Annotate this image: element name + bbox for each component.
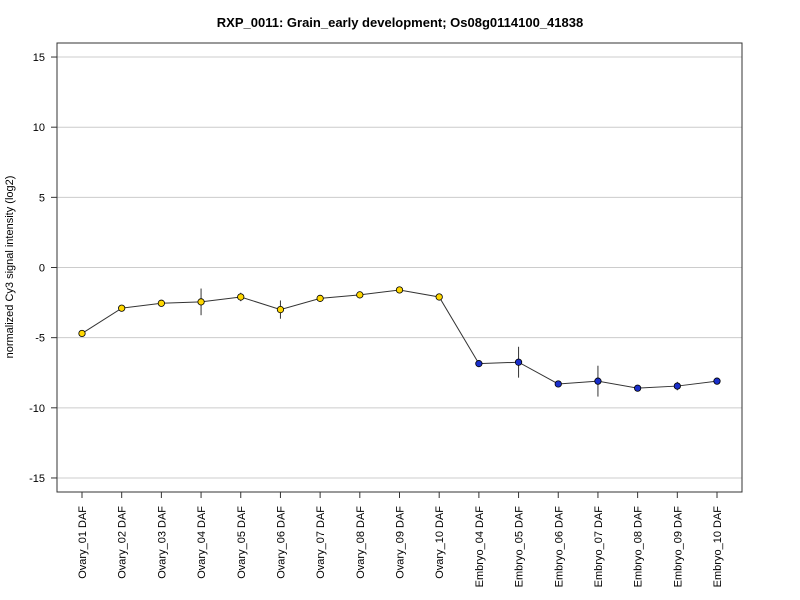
data-point xyxy=(673,382,681,390)
x-tick-label: Ovary_10 DAF xyxy=(434,506,446,579)
x-tick-label: Ovary_01 DAF xyxy=(77,506,89,579)
y-tick-label: 0 xyxy=(39,263,45,275)
data-point xyxy=(713,377,721,385)
y-tick-label: -15 xyxy=(29,473,45,485)
data-points xyxy=(78,286,721,392)
x-axis: Ovary_01 DAF Ovary_02 DAF Ovary_03 DAF Ovar… xyxy=(77,492,724,587)
data-point xyxy=(356,291,364,299)
data-point xyxy=(276,305,285,314)
data-point xyxy=(634,384,642,392)
x-tick-label: Ovary_07 DAF xyxy=(315,506,327,579)
x-tick-label: Embryo_05 DAF xyxy=(514,506,526,588)
y-axis: -15 -10 -5 0 5 10 15 xyxy=(29,52,57,485)
y-tick-label: -10 xyxy=(29,403,45,415)
x-tick-label: Ovary_09 DAF xyxy=(395,506,407,579)
x-tick-label: Embryo_07 DAF xyxy=(593,506,605,588)
x-tick-label: Embryo_08 DAF xyxy=(633,506,645,588)
x-tick-label: Ovary_05 DAF xyxy=(236,506,248,579)
x-tick-label: Embryo_04 DAF xyxy=(474,506,486,588)
data-point xyxy=(197,298,205,306)
x-tick-label: Ovary_08 DAF xyxy=(355,506,367,579)
y-tick-label: -5 xyxy=(35,333,45,345)
data-point xyxy=(78,329,86,338)
y-tick-label: 10 xyxy=(33,122,45,134)
data-point xyxy=(237,293,245,301)
data-point xyxy=(157,299,165,307)
y-axis-label: normalized Cy3 signal intensity (log2) xyxy=(4,176,16,359)
data-point xyxy=(475,360,483,368)
grid-lines xyxy=(57,56,742,479)
x-tick-label: Embryo_06 DAF xyxy=(553,506,565,588)
chart-title: RXP_0011: Grain_early development; Os08g… xyxy=(217,15,583,30)
error-bars xyxy=(81,288,718,397)
data-point xyxy=(554,380,562,388)
x-tick-label: Ovary_02 DAF xyxy=(117,506,129,579)
data-point xyxy=(316,294,324,302)
y-tick-label: 5 xyxy=(39,192,45,204)
series-line xyxy=(81,289,718,389)
x-tick-label: Embryo_09 DAF xyxy=(672,506,684,588)
y-tick-label: 15 xyxy=(33,52,45,64)
data-point xyxy=(594,377,602,385)
data-point xyxy=(435,293,443,301)
x-tick-label: Ovary_04 DAF xyxy=(196,506,208,579)
data-point xyxy=(395,286,404,294)
data-point xyxy=(514,358,523,366)
data-point xyxy=(118,304,126,312)
x-tick-label: Embryo_10 DAF xyxy=(712,506,724,588)
x-tick-label: Ovary_06 DAF xyxy=(275,506,287,579)
x-tick-label: Ovary_03 DAF xyxy=(156,506,168,579)
